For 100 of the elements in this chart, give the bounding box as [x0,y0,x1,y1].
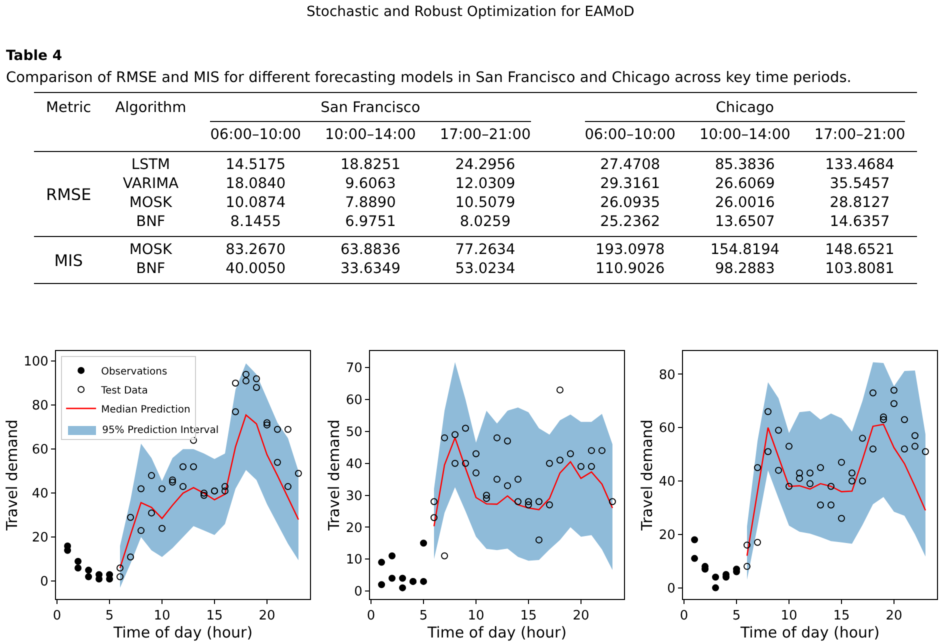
x-tick-label: 5 [419,608,428,624]
y-tick-label: 40 [346,456,362,472]
y-tick-label: 80 [32,398,48,414]
text: 33.6349 [340,261,400,277]
y-tick-label: 80 [658,368,676,383]
y-tick-label: 40 [658,474,676,490]
y-tick-label: 20 [32,530,48,546]
text: 8.0259 [460,214,511,230]
text: 83.2670 [226,242,286,258]
text: 8.1455 [230,214,281,230]
text: 14.6357 [830,214,890,230]
text: Metric [45,99,92,118]
text: 9.6063 [345,176,396,192]
y-tick-label: 50 [346,424,362,440]
y-tick-label: 70 [346,361,362,376]
text: 77.2634 [455,242,516,258]
text: 133.4684 [825,157,894,173]
y-tick-label: 20 [658,528,676,543]
y-tick-label: 0 [667,581,676,596]
text: 12.0309 [455,176,516,192]
text: 98.2883 [714,261,775,277]
y-tick-label: 60 [346,393,362,408]
x-tick-label: 20 [886,608,902,624]
x-tick-label: 10 [468,608,484,624]
category-label: RMSE [46,184,92,204]
y-tick-label: 100 [24,354,48,370]
text: 26.0935 [600,195,660,211]
x-tick-label: 20 [572,608,590,624]
y-axis-title: Travel demand [2,420,21,532]
x-tick-label: 10 [780,608,798,624]
y-tick-label: 30 [346,488,362,504]
category-label: 17:00–21:00 [813,126,906,145]
text: 18.8251 [340,157,400,173]
text: 13.6507 [714,214,775,230]
text: 25.2362 [600,214,660,230]
category-label: MOSK [129,195,172,211]
text: 26.6069 [714,176,775,192]
y-tick-label: 20 [346,520,362,536]
text: 53.0234 [455,261,516,277]
x-tick-label: 15 [520,608,537,624]
legend-label: Observations [101,366,168,378]
category-label: BNF [136,214,166,230]
text: 110.9026 [596,261,665,277]
x-tick-label: 0 [680,608,688,624]
text: Table 4 [6,48,64,64]
text: Comparison of RMSE and MIS for different forecasting models in San Francisco and Chicago across key time periods. [6,70,852,86]
y-tick-label: 60 [658,421,676,436]
text: San Francisco [210,99,531,122]
x-tick-label: 0 [366,608,376,624]
text: 35.5457 [830,176,890,192]
text: Stochastic and Robust Optimization for EAMoD [306,4,636,20]
annotation: 95% Prediction Interval [102,424,219,438]
x-tick-label: 0 [52,608,62,624]
text: 24.2956 [455,157,516,173]
x-tick-label: 15 [206,608,223,624]
text: 148.6521 [825,242,894,258]
text: 28.8127 [830,195,890,211]
text: 26.0016 [714,195,775,211]
category-label: MOSK [129,242,172,258]
text: 27.4708 [600,157,660,173]
category-label: 17:00–21:00 [438,126,532,145]
y-tick-label: 10 [346,552,362,568]
x-tick-label: 5 [732,608,741,624]
text: 103.8081 [825,261,894,277]
category-label: 10:00–14:00 [324,126,417,145]
text: 14.5175 [226,157,286,173]
x-tick-label: 5 [105,608,114,624]
y-tick-label: 60 [32,442,48,458]
text: 29.3161 [600,176,660,192]
text: 18.0840 [226,176,286,192]
text: 7.8890 [345,195,396,211]
category-label: BNF [136,261,166,277]
y-tick-label: 0 [40,574,48,590]
category-label: VARIMA [122,176,179,192]
y-axis-title: Travel demand [325,420,344,532]
text: 6.9751 [345,214,396,230]
x-tick-label: 20 [258,608,276,624]
x-tick-label: 10 [154,608,170,624]
text: Algorithm [114,99,188,118]
text: 63.8836 [340,242,400,258]
y-axis-title: Travel demand [638,420,656,532]
category-label: 06:00–10:00 [584,126,677,145]
category-label: LSTM [131,157,170,173]
text: 85.3836 [714,157,775,173]
category-label: 10:00–14:00 [698,126,792,145]
text: 10.5079 [455,195,516,211]
y-tick-label: 0 [354,584,362,600]
y-tick-label: 40 [32,486,48,502]
legend-label: Median Prediction [101,404,190,416]
text: 10.0874 [226,195,286,211]
x-tick-label: 15 [833,608,850,624]
legend-label: Test Data [100,385,148,396]
text: 40.0050 [226,261,286,277]
x-axis-title: Time of day (hour) [739,624,880,642]
text: 193.0978 [596,242,665,258]
x-axis-title: Time of day (hour) [426,624,567,642]
x-axis-title: Time of day (hour) [112,624,253,642]
text: 154.8194 [710,242,780,258]
text: Chicago [584,99,906,122]
category-label: 06:00–10:00 [209,126,302,145]
